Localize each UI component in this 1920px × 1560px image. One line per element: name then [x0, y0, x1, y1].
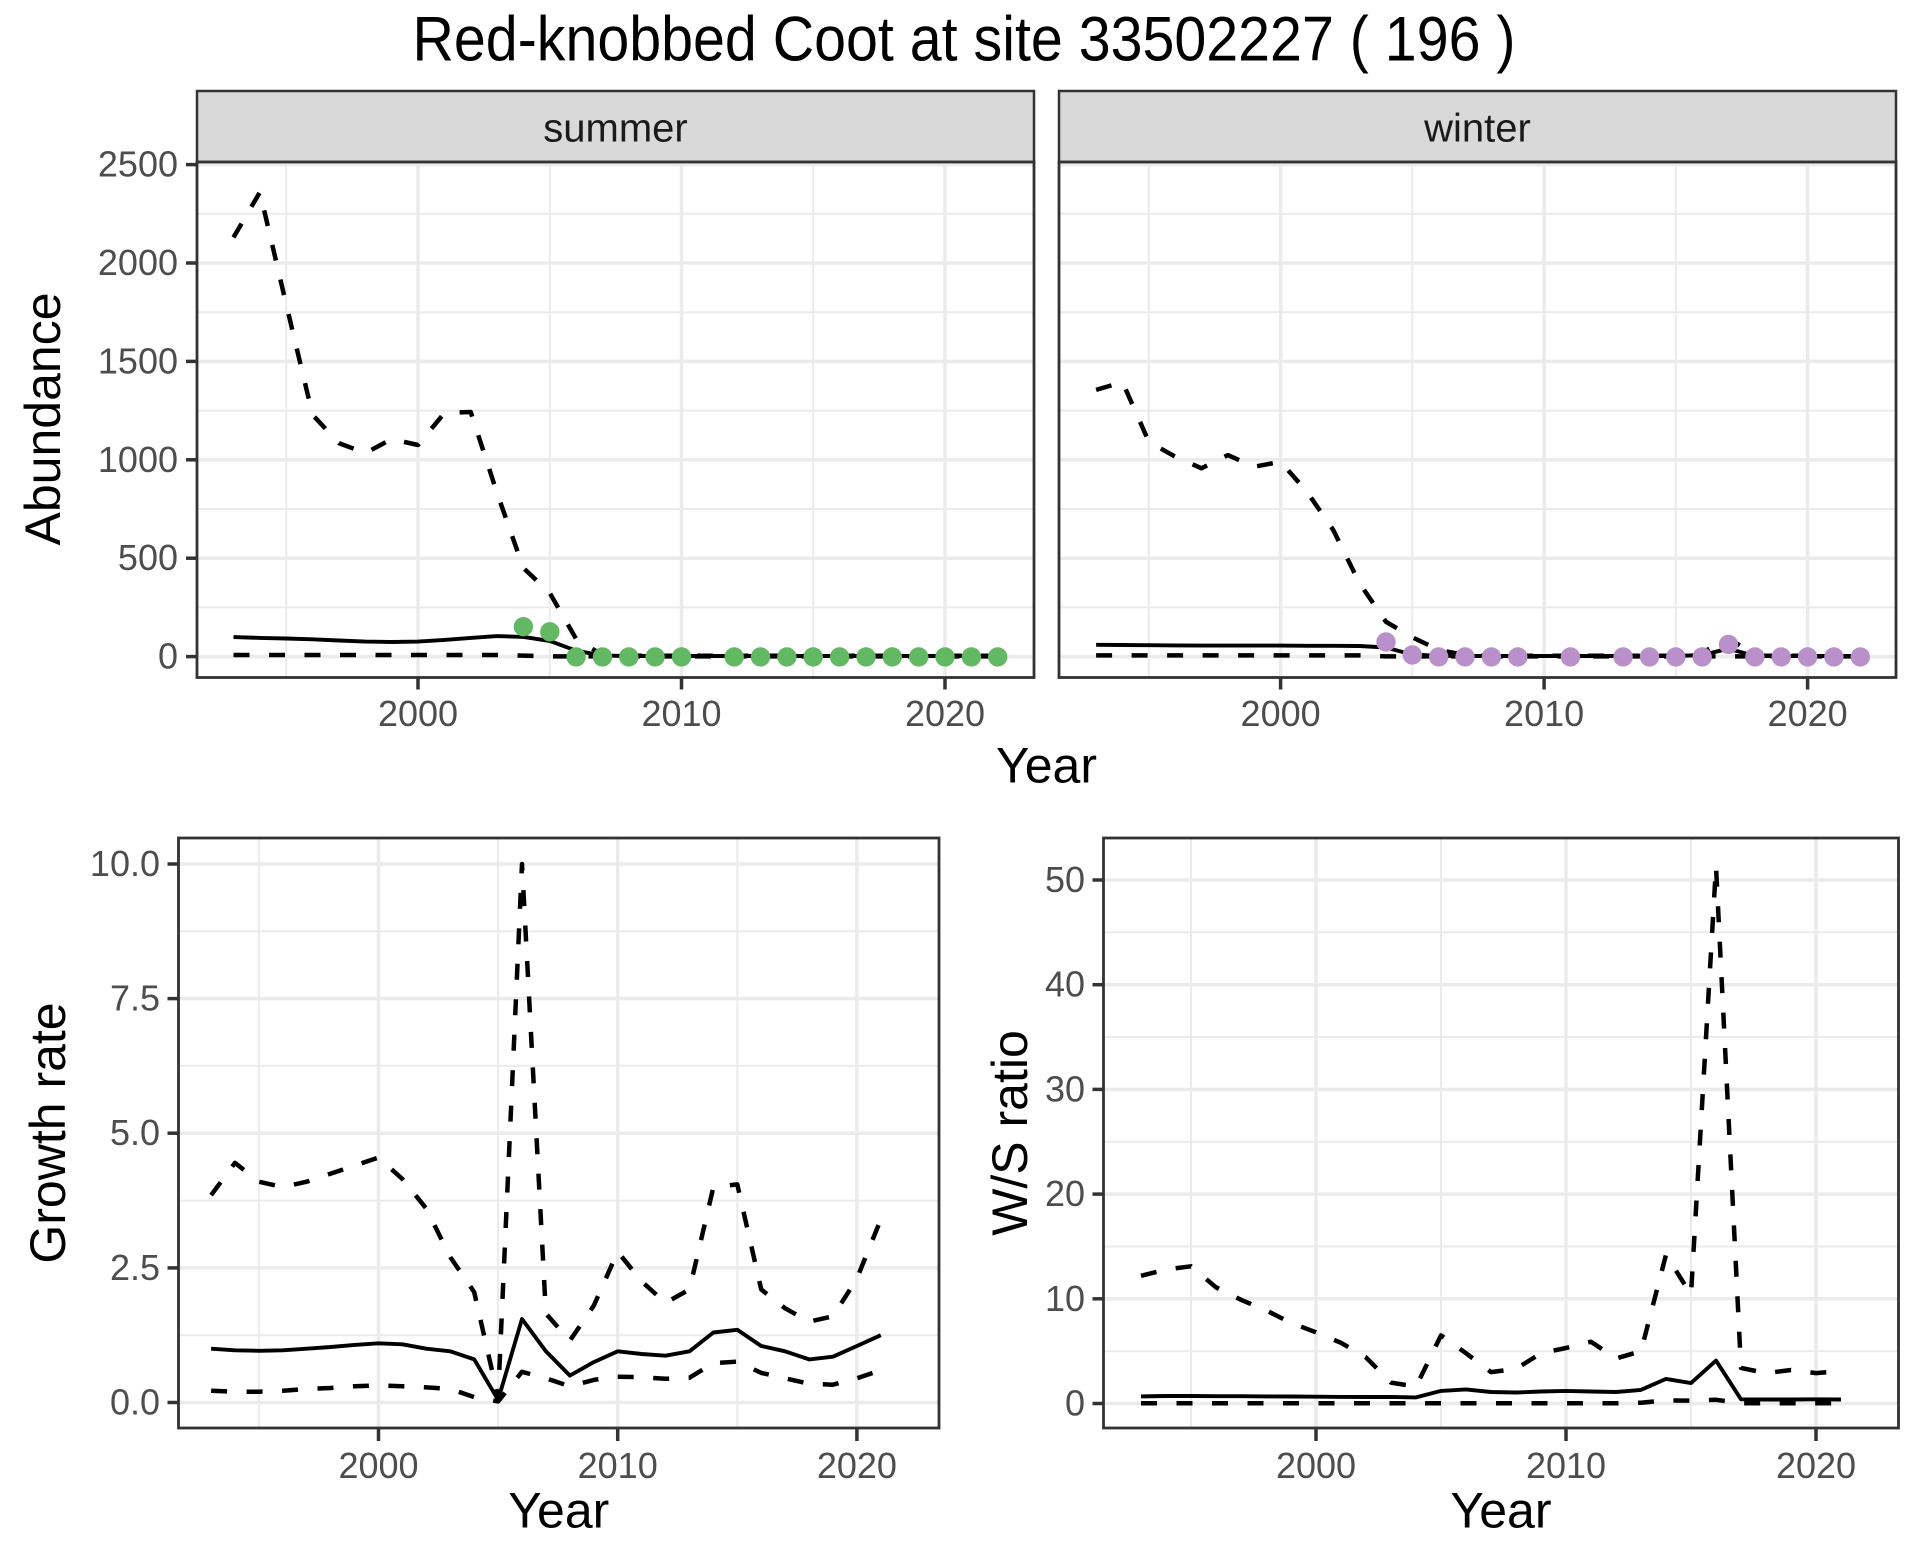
- svg-text:2000: 2000: [378, 693, 458, 734]
- svg-text:50: 50: [1045, 859, 1085, 900]
- svg-text:20: 20: [1045, 1173, 1085, 1214]
- svg-text:Year: Year: [1450, 1483, 1551, 1539]
- svg-text:2.5: 2.5: [110, 1247, 160, 1288]
- svg-text:2020: 2020: [905, 693, 985, 734]
- svg-text:40: 40: [1045, 964, 1085, 1005]
- svg-text:2010: 2010: [578, 1445, 658, 1486]
- svg-text:2010: 2010: [641, 693, 721, 734]
- svg-text:30: 30: [1045, 1068, 1085, 1109]
- svg-text:Year: Year: [508, 1483, 609, 1539]
- svg-text:0.0: 0.0: [110, 1382, 160, 1423]
- svg-text:2020: 2020: [1768, 693, 1848, 734]
- svg-text:1000: 1000: [98, 439, 178, 480]
- svg-text:Abundance: Abundance: [15, 292, 71, 545]
- svg-text:Growth rate: Growth rate: [20, 1002, 76, 1263]
- svg-text:Red-knobbed Coot at site 33502: Red-knobbed Coot at site 33502227 ( 196 …: [413, 5, 1516, 75]
- svg-text:2020: 2020: [817, 1445, 897, 1486]
- svg-text:2020: 2020: [1776, 1445, 1856, 1486]
- svg-text:0: 0: [158, 636, 178, 677]
- svg-text:2010: 2010: [1526, 1445, 1606, 1486]
- svg-text:2000: 2000: [1276, 1445, 1356, 1486]
- svg-text:7.5: 7.5: [110, 978, 160, 1019]
- svg-text:500: 500: [118, 537, 178, 578]
- svg-text:winter: winter: [1423, 107, 1531, 151]
- svg-text:5.0: 5.0: [110, 1112, 160, 1153]
- svg-text:2000: 2000: [98, 242, 178, 283]
- svg-text:2000: 2000: [338, 1445, 418, 1486]
- svg-text:1500: 1500: [98, 340, 178, 381]
- svg-text:W/S ratio: W/S ratio: [982, 1030, 1038, 1236]
- svg-text:2010: 2010: [1504, 693, 1584, 734]
- svg-text:10.0: 10.0: [90, 843, 160, 884]
- svg-text:Year: Year: [996, 737, 1097, 793]
- svg-text:10: 10: [1045, 1278, 1085, 1319]
- svg-text:2000: 2000: [1241, 693, 1321, 734]
- svg-text:summer: summer: [543, 107, 687, 151]
- svg-text:2500: 2500: [98, 144, 178, 185]
- svg-text:0: 0: [1065, 1383, 1085, 1424]
